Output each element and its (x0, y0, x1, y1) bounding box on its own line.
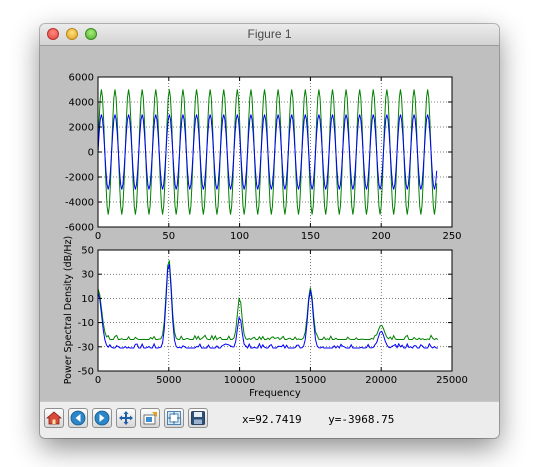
signal-y-tick-label: 0 (88, 148, 94, 159)
psd-y-tick-label: 30 (81, 270, 94, 281)
psd-y-axis-label: Power Spectral Density (dB/Hz) (63, 236, 74, 384)
minimize-window-button[interactable] (66, 28, 78, 40)
psd-y-tick-label: 50 (81, 246, 94, 257)
signal-x-tick-label: 200 (372, 231, 391, 242)
psd-y-tick-label: -50 (78, 367, 94, 378)
signal-x-tick-label: 250 (442, 231, 461, 242)
signal-x-tick-label: 100 (230, 231, 249, 242)
home-button[interactable] (44, 408, 64, 428)
psd-series-line-1 (97, 263, 438, 350)
signal-y-tick-label: 2000 (69, 123, 94, 134)
signal-lines (97, 89, 438, 215)
psd-plot-area (98, 250, 452, 371)
save-button[interactable] (188, 408, 208, 428)
psd-x-tick-label: 25000 (436, 375, 468, 386)
psd-y-tick-label: 10 (81, 294, 94, 305)
zoom-rect-icon (143, 412, 157, 425)
signal-axes: 0 50 100 150 200 250 -6000 -4000 -2000 0 2000 4000 6… (65, 73, 462, 243)
floppy-disk-icon (191, 411, 205, 425)
signal-y-tick-label: -2000 (65, 173, 94, 184)
arrow-right-icon (94, 410, 110, 426)
zoom-window-button[interactable] (85, 28, 97, 40)
forward-button[interactable] (92, 408, 112, 428)
signal-y-tick-label: -6000 (65, 223, 94, 234)
signal-series-line-1 (97, 114, 438, 190)
psd-x-tick-label: 0 (95, 375, 101, 386)
arrow-left-icon (70, 410, 86, 426)
psd-axes: 0 5000 10000 15000 20000 25000 -50 -30 -10 10 30 50… (63, 236, 468, 399)
psd-x-tick-label: 15000 (294, 375, 326, 386)
subplots-icon (167, 411, 181, 425)
title-bar[interactable]: Figure 1 (40, 24, 499, 46)
move-icon (119, 411, 133, 425)
home-icon (46, 411, 62, 425)
psd-x-axis-label: Frequency (249, 388, 301, 399)
signal-x-tick-label: 0 (95, 231, 101, 242)
pan-button[interactable] (116, 408, 136, 428)
zoom-button[interactable] (140, 408, 160, 428)
signal-x-tick-label: 150 (301, 231, 320, 242)
figure-window: Figure 1 0 50 100 150 200 250 -6000 -4000 -2000 0… (40, 24, 499, 438)
navigation-toolbar: x=92.7419 y=-3968.75 (40, 401, 499, 438)
psd-lines (97, 260, 439, 350)
signal-y-tick-label: 4000 (69, 98, 94, 109)
psd-y-tick-label: -30 (78, 342, 94, 353)
signal-x-tick-label: 50 (162, 231, 175, 242)
subplots-button[interactable] (164, 408, 184, 428)
psd-x-tick-label: 10000 (224, 375, 256, 386)
psd-series-line-2 (97, 260, 439, 341)
close-window-button[interactable] (47, 28, 59, 40)
psd-ticks: 0 5000 10000 15000 20000 25000 -50 -30 -10 10 30 50 (78, 246, 468, 387)
psd-x-tick-label: 5000 (156, 375, 181, 386)
cursor-coordinates: x=92.7419 y=-3968.75 (242, 413, 395, 426)
psd-axes-frame (97, 249, 453, 372)
window-title: Figure 1 (247, 27, 292, 41)
back-button[interactable] (68, 408, 88, 428)
psd-y-tick-label: -10 (78, 318, 94, 329)
figure-canvas[interactable]: 0 50 100 150 200 250-6000-4000-20000200040006… (40, 46, 499, 401)
signal-y-tick-label: -4000 (65, 198, 94, 209)
signal-y-tick-label: 6000 (69, 73, 94, 84)
signal-ticks: 0 50 100 150 200 250 -6000 -4000 -2000 0 2000 4000 6… (65, 73, 462, 243)
psd-x-tick-label: 20000 (365, 375, 397, 386)
